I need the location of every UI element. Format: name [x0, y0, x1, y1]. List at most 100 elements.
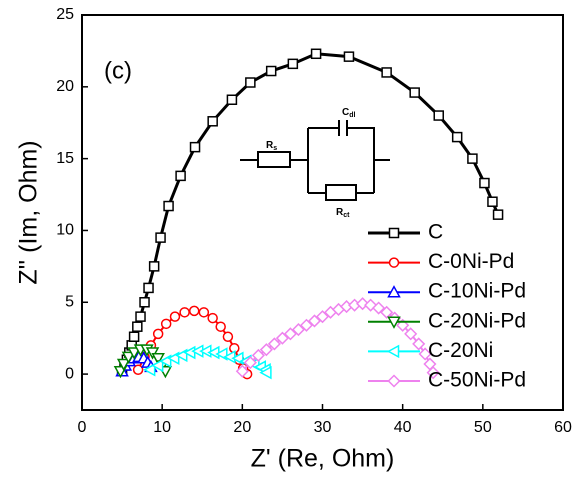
marker — [188, 305, 200, 317]
marker — [387, 316, 401, 329]
x-tick-label: 50 — [474, 419, 492, 436]
marker — [169, 311, 181, 322]
marker — [275, 331, 289, 345]
marker — [163, 200, 174, 212]
marker — [265, 65, 277, 77]
marker — [409, 87, 420, 98]
inset-subscript: ct — [343, 212, 350, 219]
marker — [492, 209, 504, 220]
inset-symbol: C — [342, 107, 349, 118]
inset-subscript: dl — [349, 112, 355, 119]
legend-label: C-0Ni-Pd — [428, 250, 514, 273]
marker — [143, 282, 154, 294]
y-tick-label: 20 — [56, 78, 74, 95]
x-tick-label: 0 — [78, 419, 87, 436]
legend-label: C — [428, 221, 443, 244]
wire — [347, 127, 375, 193]
marker — [291, 323, 306, 337]
legend-label: C-20Ni-Pd — [428, 309, 526, 332]
marker — [487, 196, 498, 207]
marker — [387, 374, 401, 388]
marker — [381, 67, 392, 78]
marker — [235, 364, 249, 378]
marker — [160, 318, 172, 330]
marker — [283, 327, 297, 341]
inset-label: Rct — [336, 207, 350, 219]
inset-label: Cdl — [342, 107, 356, 119]
y-tick-label: 10 — [56, 222, 74, 239]
marker — [386, 344, 400, 359]
marker — [479, 177, 490, 189]
marker — [148, 261, 160, 272]
marker — [179, 307, 190, 318]
marker — [207, 312, 218, 324]
marker — [372, 301, 386, 315]
marker — [128, 331, 140, 342]
marker — [127, 347, 141, 360]
resistor — [257, 151, 291, 168]
marker — [175, 170, 186, 182]
marker — [132, 321, 143, 332]
marker — [451, 131, 463, 143]
marker — [151, 358, 164, 373]
inset-subscript: s — [273, 145, 277, 152]
marker — [151, 353, 165, 366]
inset-symbol: R — [266, 140, 274, 151]
marker — [267, 337, 281, 351]
marker — [259, 365, 272, 380]
marker — [135, 311, 146, 322]
marker — [356, 297, 370, 311]
marker — [222, 331, 234, 342]
marker — [388, 227, 400, 239]
y-tick-label: 25 — [56, 6, 74, 23]
marker — [189, 141, 201, 153]
circuit-inset — [240, 120, 390, 201]
marker — [310, 48, 322, 60]
marker — [412, 337, 426, 351]
marker — [467, 153, 478, 164]
marker — [152, 328, 164, 340]
marker — [287, 58, 299, 70]
marker — [207, 116, 218, 127]
marker — [418, 347, 432, 361]
y-tick-label: 5 — [65, 293, 74, 310]
marker — [259, 343, 273, 357]
marker — [226, 94, 238, 105]
x-tick-label: 30 — [314, 419, 332, 436]
marker — [121, 351, 136, 364]
marker — [315, 310, 330, 324]
marker — [139, 297, 150, 308]
marker — [243, 356, 257, 370]
marker — [404, 327, 418, 341]
inset-symbol: R — [336, 207, 344, 218]
marker — [143, 363, 156, 377]
y-axis-title: Z'' (Im, Ohm) — [15, 140, 43, 284]
marker — [380, 305, 394, 319]
marker — [387, 285, 401, 298]
marker — [132, 364, 144, 376]
y-tick-label: 15 — [56, 150, 74, 167]
x-tick-label: 60 — [554, 419, 572, 436]
marker — [307, 314, 322, 328]
marker — [388, 257, 400, 268]
legend-label: C-20Ni — [428, 339, 493, 362]
marker — [299, 318, 314, 332]
inset-label: Rs — [266, 140, 277, 152]
y-tick-label: 0 — [65, 365, 74, 382]
marker — [215, 321, 226, 332]
marker — [245, 77, 256, 88]
x-tick-label: 20 — [233, 419, 251, 436]
marker — [198, 307, 210, 318]
x-tick-label: 40 — [394, 419, 412, 436]
marker — [426, 366, 440, 380]
marker — [343, 51, 355, 62]
legend-label: C-50Ni-Pd — [428, 369, 526, 392]
x-tick-label: 10 — [153, 419, 171, 436]
legend-label: C-10Ni-Pd — [428, 280, 526, 303]
marker — [251, 348, 265, 362]
marker — [155, 232, 166, 243]
marker — [116, 358, 131, 372]
resistor — [325, 184, 357, 201]
